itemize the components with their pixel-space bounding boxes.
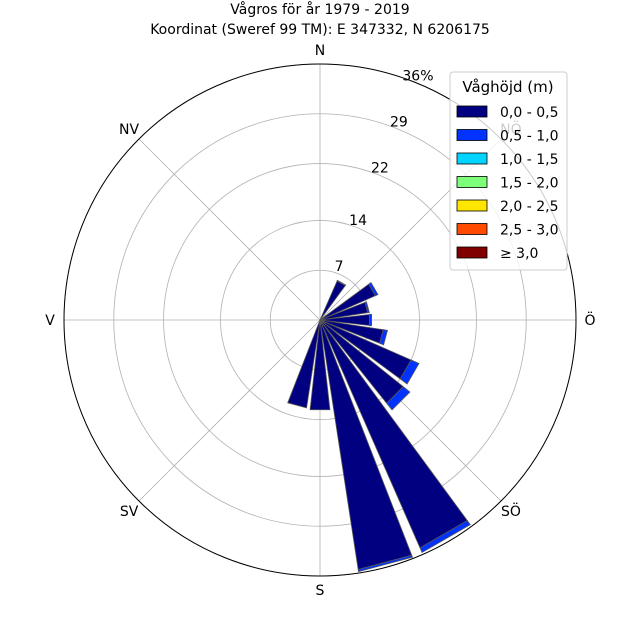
direction-label-0: N bbox=[315, 43, 325, 59]
grid-spoke-5 bbox=[138, 319, 321, 502]
legend-box bbox=[449, 71, 568, 271]
direction-label-315: NV bbox=[119, 122, 139, 138]
legend-label-1: 0,5 - 1,0 bbox=[500, 129, 558, 145]
legend-swatch-2 bbox=[456, 152, 488, 165]
direction-label-225: SV bbox=[120, 504, 139, 520]
sector-75-bin-1 bbox=[364, 301, 370, 314]
legend-title: Våghöjd (m) bbox=[462, 78, 553, 96]
sector-60-bin-1 bbox=[368, 281, 379, 297]
ring-label-0: 7 bbox=[335, 259, 344, 275]
sector-135-bin-1 bbox=[386, 386, 411, 411]
legend-swatch-6 bbox=[456, 246, 488, 259]
legend-swatch-1 bbox=[456, 129, 488, 141]
legend-label-0: 0,0 - 0,5 bbox=[500, 105, 558, 121]
sector-105-bin-1 bbox=[379, 329, 388, 346]
rose-sectors bbox=[287, 279, 471, 573]
sector-180-bin-0 bbox=[309, 319, 331, 411]
direction-label-180: S bbox=[316, 583, 325, 599]
legend-swatch-3 bbox=[456, 176, 488, 188]
ring-label-3: 29 bbox=[390, 114, 408, 130]
direction-label-270: V bbox=[45, 313, 55, 329]
legend: Våghöjd (m) 0,0 - 0,5 0,5 - 1,0 1,0 - 1,5 1… bbox=[449, 71, 568, 271]
polar-frame bbox=[63, 63, 577, 577]
legend-label-3: 1,5 - 2,0 bbox=[500, 176, 558, 192]
legend-label-6: ≥ 3,0 bbox=[500, 246, 538, 262]
sector-90-bin-1 bbox=[369, 313, 372, 327]
legend-swatch-0 bbox=[456, 105, 488, 118]
direction-label-90: Ö bbox=[584, 311, 595, 329]
sector-195-bin-0 bbox=[287, 319, 321, 409]
ring-label-2: 22 bbox=[371, 160, 389, 176]
sector-120-bin-1 bbox=[399, 359, 420, 385]
legend-items: 0,0 - 0,5 0,5 - 1,0 1,0 - 1,5 1,5 - 2,0 2,0 … bbox=[456, 105, 558, 262]
chart-title: Vågros för år 1979 - 2019 bbox=[230, 1, 409, 18]
ring-label-1: 14 bbox=[349, 213, 367, 229]
legend-swatch-4 bbox=[456, 199, 488, 212]
grid-spoke-7 bbox=[138, 138, 321, 321]
ring-label-4: 36% bbox=[402, 68, 433, 84]
sector-150-bin-1 bbox=[419, 520, 471, 554]
sector-30-bin-1 bbox=[336, 279, 347, 287]
chart-subtitle: Koordinat (Sweref 99 TM): E 347332, N 62… bbox=[150, 22, 490, 38]
direction-label-135: SÖ bbox=[501, 502, 521, 520]
legend-swatch-5 bbox=[456, 223, 488, 235]
legend-label-5: 2,5 - 3,0 bbox=[500, 223, 558, 239]
ring-labels: 7 14 22 29 36% bbox=[335, 68, 434, 275]
sector-165-bin-1 bbox=[357, 554, 414, 573]
legend-label-4: 2,0 - 2,5 bbox=[500, 199, 558, 215]
legend-label-2: 1,0 - 1,5 bbox=[500, 152, 558, 168]
